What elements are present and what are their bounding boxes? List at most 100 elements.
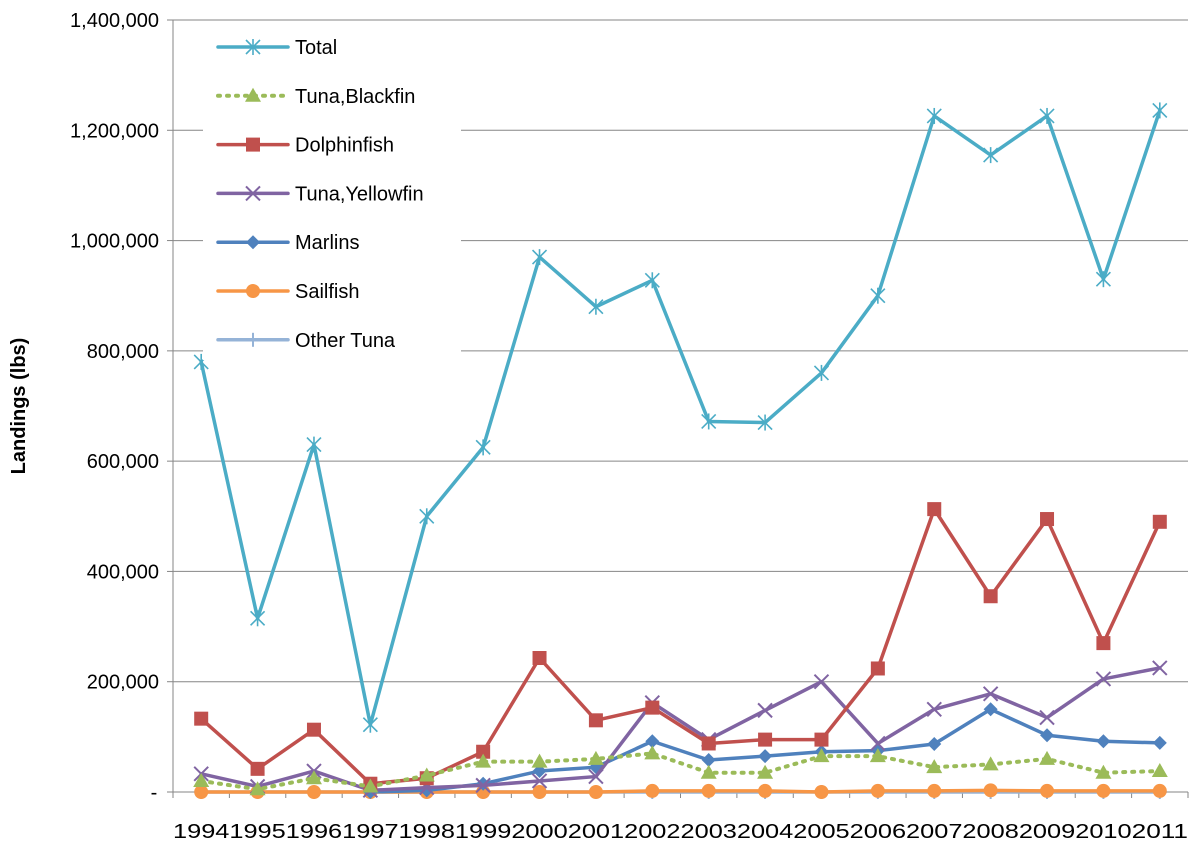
data-point-dolphinfish <box>476 744 491 759</box>
data-point-marlins <box>701 753 716 768</box>
y-tick-label: - <box>151 782 158 804</box>
data-point-tuna-blackfin <box>305 770 322 785</box>
data-point-tuna-blackfin <box>1039 750 1056 765</box>
y-tick-label: 200,000 <box>87 672 159 694</box>
data-point-sailfish <box>814 785 829 799</box>
data-point-total <box>983 147 999 164</box>
data-point-dolphinfish <box>1040 512 1055 527</box>
data-point-total <box>1095 271 1111 288</box>
data-point-tuna-blackfin <box>1151 763 1168 778</box>
legend-marker <box>245 185 261 202</box>
legend-label: Tuna,Yellowfin <box>295 183 424 205</box>
data-point-dolphinfish <box>870 661 885 676</box>
data-point-total <box>926 107 942 124</box>
x-tick-label: 2010 <box>1075 821 1131 843</box>
data-point-dolphinfish <box>250 761 265 776</box>
series-dolphinfish <box>194 502 1167 791</box>
data-point-tuna-blackfin <box>757 764 774 779</box>
y-tick-label: 400,000 <box>87 561 159 583</box>
data-point-tuna-blackfin <box>193 772 210 787</box>
legend-item-other-tuna: Other Tuna <box>216 330 396 352</box>
legend-marker <box>245 87 261 102</box>
legend-marker <box>246 284 260 298</box>
data-point-tuna-blackfin <box>813 748 830 763</box>
x-tick-label: 2011 <box>1132 821 1188 843</box>
data-point-tuna-blackfin <box>418 767 435 782</box>
series-line-tuna-blackfin <box>199 751 1162 792</box>
data-point-sailfish <box>1096 783 1111 798</box>
x-tick-label: 2005 <box>793 821 849 843</box>
data-point-tuna-yellowfin <box>813 674 830 690</box>
data-point-marlins <box>1040 728 1055 743</box>
data-point-sailfish <box>1152 783 1167 798</box>
y-tick-label: 1,200,000 <box>70 120 159 142</box>
x-tick-label: 2001 <box>568 821 624 843</box>
data-point-tuna-blackfin <box>475 753 492 768</box>
data-point-marlins <box>1152 735 1167 750</box>
data-point-tuna-blackfin <box>1095 764 1112 779</box>
data-point-total <box>757 414 773 431</box>
legend-label: Sailfish <box>295 281 359 303</box>
data-point-tuna-blackfin <box>362 778 379 793</box>
data-point-tuna-blackfin <box>982 756 999 771</box>
data-point-sailfish <box>588 785 603 799</box>
data-point-dolphinfish <box>983 589 998 604</box>
data-point-total <box>644 272 660 289</box>
data-point-total <box>813 364 830 381</box>
data-point-dolphinfish <box>1096 636 1111 651</box>
series-tuna-blackfin <box>193 745 1168 796</box>
x-tick-label: 2003 <box>681 821 737 843</box>
y-tick-label: 800,000 <box>87 341 159 363</box>
data-point-total <box>1039 107 1055 124</box>
data-point-dolphinfish <box>306 722 321 737</box>
data-point-total <box>870 287 886 304</box>
x-tick-label: 2002 <box>624 821 680 843</box>
legend-item-sailfish: Sailfish <box>216 281 359 303</box>
data-point-total <box>362 716 378 733</box>
data-point-total <box>419 508 435 525</box>
x-tick-label: 2009 <box>1019 821 1075 843</box>
x-tick-label: 2007 <box>906 821 962 843</box>
legend-label: Total <box>295 37 337 59</box>
series-line-dolphinfish <box>199 507 1162 786</box>
data-point-dolphinfish <box>927 502 942 517</box>
x-tick-label: 2008 <box>962 821 1018 843</box>
data-point-dolphinfish <box>814 732 829 747</box>
data-point-sailfish <box>983 783 998 798</box>
x-tick-label: 1996 <box>286 821 342 843</box>
data-point-tuna-yellowfin <box>1039 709 1055 726</box>
data-point-sailfish <box>306 785 321 799</box>
data-point-tuna-yellowfin <box>1152 660 1168 676</box>
legend-label: Tuna,Blackfin <box>295 86 415 108</box>
data-point-tuna-yellowfin <box>1095 671 1112 687</box>
legend-item-tuna-blackfin: Tuna,Blackfin <box>216 86 415 108</box>
data-point-sailfish <box>1040 783 1055 798</box>
legend-label: Dolphinfish <box>295 135 394 157</box>
data-point-tuna-yellowfin <box>926 701 942 717</box>
data-point-dolphinfish <box>532 651 547 666</box>
data-point-tuna-blackfin <box>587 750 604 765</box>
data-point-tuna-yellowfin <box>588 768 604 785</box>
data-point-marlins <box>758 749 773 764</box>
legend-marker <box>246 137 260 152</box>
legend-label: Other Tuna <box>295 330 396 352</box>
legend-marker <box>246 235 260 250</box>
data-point-tuna-yellowfin <box>870 735 886 752</box>
series-line-tuna-yellowfin <box>199 666 1162 793</box>
legend-marker <box>246 332 260 347</box>
x-tick-label: 2000 <box>511 821 567 843</box>
data-point-total <box>588 298 604 315</box>
legend-marker <box>245 39 261 55</box>
legend-item-tuna-yellowfin: Tuna,Yellowfin <box>216 183 424 205</box>
data-point-sailfish <box>194 785 209 799</box>
legend-label: Marlins <box>295 232 359 254</box>
data-point-sailfish <box>645 783 660 798</box>
data-point-tuna-blackfin <box>531 753 548 768</box>
series-lines <box>193 102 1168 799</box>
x-tick-label: 1997 <box>342 821 398 843</box>
data-point-tuna-blackfin <box>700 764 717 779</box>
data-point-tuna-yellowfin <box>475 777 491 794</box>
data-point-tuna-blackfin <box>869 748 886 763</box>
x-tick-label: 1994 <box>173 821 229 843</box>
